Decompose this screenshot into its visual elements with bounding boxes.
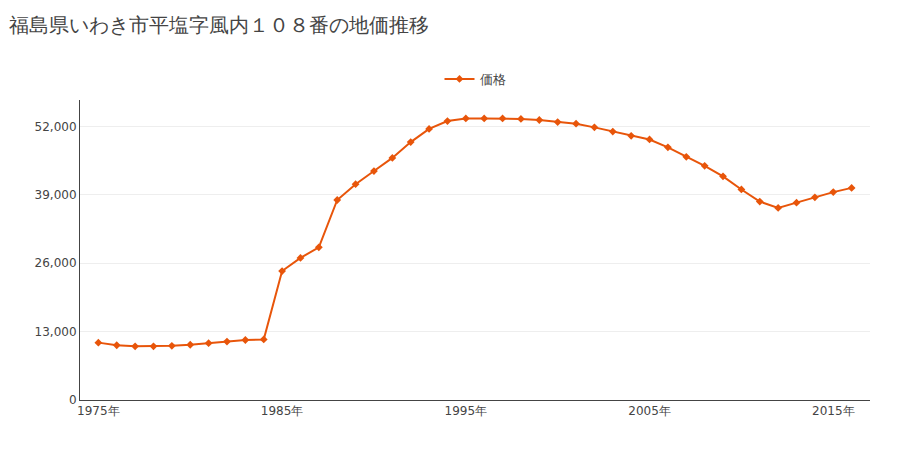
svg-text:価格: 価格 — [480, 72, 506, 87]
svg-text:26,000: 26,000 — [35, 256, 77, 270]
svg-text:1985年: 1985年 — [261, 404, 304, 418]
svg-text:0: 0 — [69, 393, 77, 407]
svg-text:1975年: 1975年 — [77, 404, 120, 418]
svg-text:1995年: 1995年 — [445, 404, 488, 418]
svg-text:39,000: 39,000 — [35, 188, 77, 202]
svg-text:52,000: 52,000 — [35, 120, 77, 134]
svg-text:2005年: 2005年 — [628, 404, 671, 418]
svg-text:13,000: 13,000 — [35, 325, 77, 339]
svg-text:福島県いわき市平塩字風内１０８番の地価推移: 福島県いわき市平塩字風内１０８番の地価推移 — [9, 13, 429, 37]
svg-text:2015年: 2015年 — [812, 404, 855, 418]
